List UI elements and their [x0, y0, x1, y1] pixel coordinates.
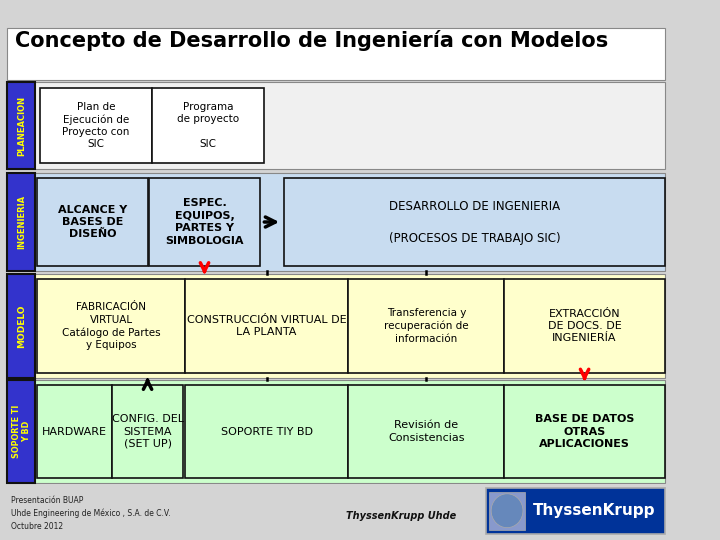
Text: CONFIG. DEL
SISTEMA
(SET UP): CONFIG. DEL SISTEMA (SET UP) [112, 414, 184, 449]
Bar [37, 279, 185, 373]
Bar [7, 173, 665, 271]
Bar [504, 279, 665, 373]
Bar [7, 82, 665, 169]
Text: ThyssenKrupp Uhde: ThyssenKrupp Uhde [346, 511, 456, 521]
Circle shape [491, 494, 523, 528]
Bar [152, 87, 264, 163]
Bar [37, 385, 112, 478]
Text: Plan de
Ejecución de
Proyecto con
SIC: Plan de Ejecución de Proyecto con SIC [63, 102, 130, 150]
Text: ESPEC.
EQUIPOS,
PARTES Y
SIMBOLOGIA: ESPEC. EQUIPOS, PARTES Y SIMBOLOGIA [166, 198, 244, 246]
Text: SOPORTE TI
Y BD: SOPORTE TI Y BD [12, 405, 31, 458]
Text: ALCANCE Y
BASES DE
DISEÑO: ALCANCE Y BASES DE DISEÑO [58, 205, 127, 239]
Bar [348, 385, 504, 478]
Text: PLANEACION: PLANEACION [17, 96, 26, 156]
Text: MODELO: MODELO [17, 304, 26, 348]
Bar [7, 173, 35, 271]
Bar [348, 279, 504, 373]
Bar [490, 492, 525, 530]
Bar [7, 28, 665, 79]
Bar [185, 279, 348, 373]
Text: BASE DE DATOS
OTRAS
APLICACIONES: BASE DE DATOS OTRAS APLICACIONES [535, 414, 634, 449]
Text: CONSTRUCCIÓN VIRTUAL DE
LA PLANTA: CONSTRUCCIÓN VIRTUAL DE LA PLANTA [186, 315, 346, 338]
Text: Presentación BUAP
Uhde Engineering de México , S.A. de C.V.
Octubre 2012: Presentación BUAP Uhde Engineering de Mé… [12, 496, 171, 530]
Bar [7, 274, 35, 379]
Bar [7, 274, 665, 379]
Bar [40, 87, 152, 163]
Text: Transferencia y
recuperación de
información: Transferencia y recuperación de informac… [384, 308, 469, 344]
Text: Programa
de proyecto

SIC: Programa de proyecto SIC [177, 102, 239, 149]
Text: FABRICACIÓN
VIRTUAL
Catálogo de Partes
y Equipos: FABRICACIÓN VIRTUAL Catálogo de Partes y… [62, 302, 161, 350]
Bar [150, 178, 260, 266]
Bar [485, 488, 665, 534]
Text: SOPORTE TIY BD: SOPORTE TIY BD [220, 427, 312, 436]
Bar [37, 178, 148, 266]
Text: HARDWARE: HARDWARE [42, 427, 107, 436]
Bar [185, 385, 348, 478]
Text: Revisión de
Consistencias: Revisión de Consistencias [388, 420, 464, 443]
Bar [504, 385, 665, 478]
Bar [7, 380, 665, 483]
Bar [284, 178, 665, 266]
Text: INGENIERIA: INGENIERIA [17, 195, 26, 249]
Bar [7, 380, 35, 483]
Bar [7, 82, 35, 169]
Text: ThyssenKrupp: ThyssenKrupp [533, 503, 655, 518]
Text: DESARROLLO DE INGENIERIA

(PROCESOS DE TRABAJO SIC): DESARROLLO DE INGENIERIA (PROCESOS DE TR… [389, 199, 560, 245]
Bar [112, 385, 183, 478]
Text: Concepto de Desarrollo de Ingeniería con Modelos: Concepto de Desarrollo de Ingeniería con… [15, 30, 608, 51]
Bar [0, 484, 672, 538]
Text: EXTRACCIÓN
DE DOCS. DE
INGENIERÍA: EXTRACCIÓN DE DOCS. DE INGENIERÍA [548, 309, 621, 343]
